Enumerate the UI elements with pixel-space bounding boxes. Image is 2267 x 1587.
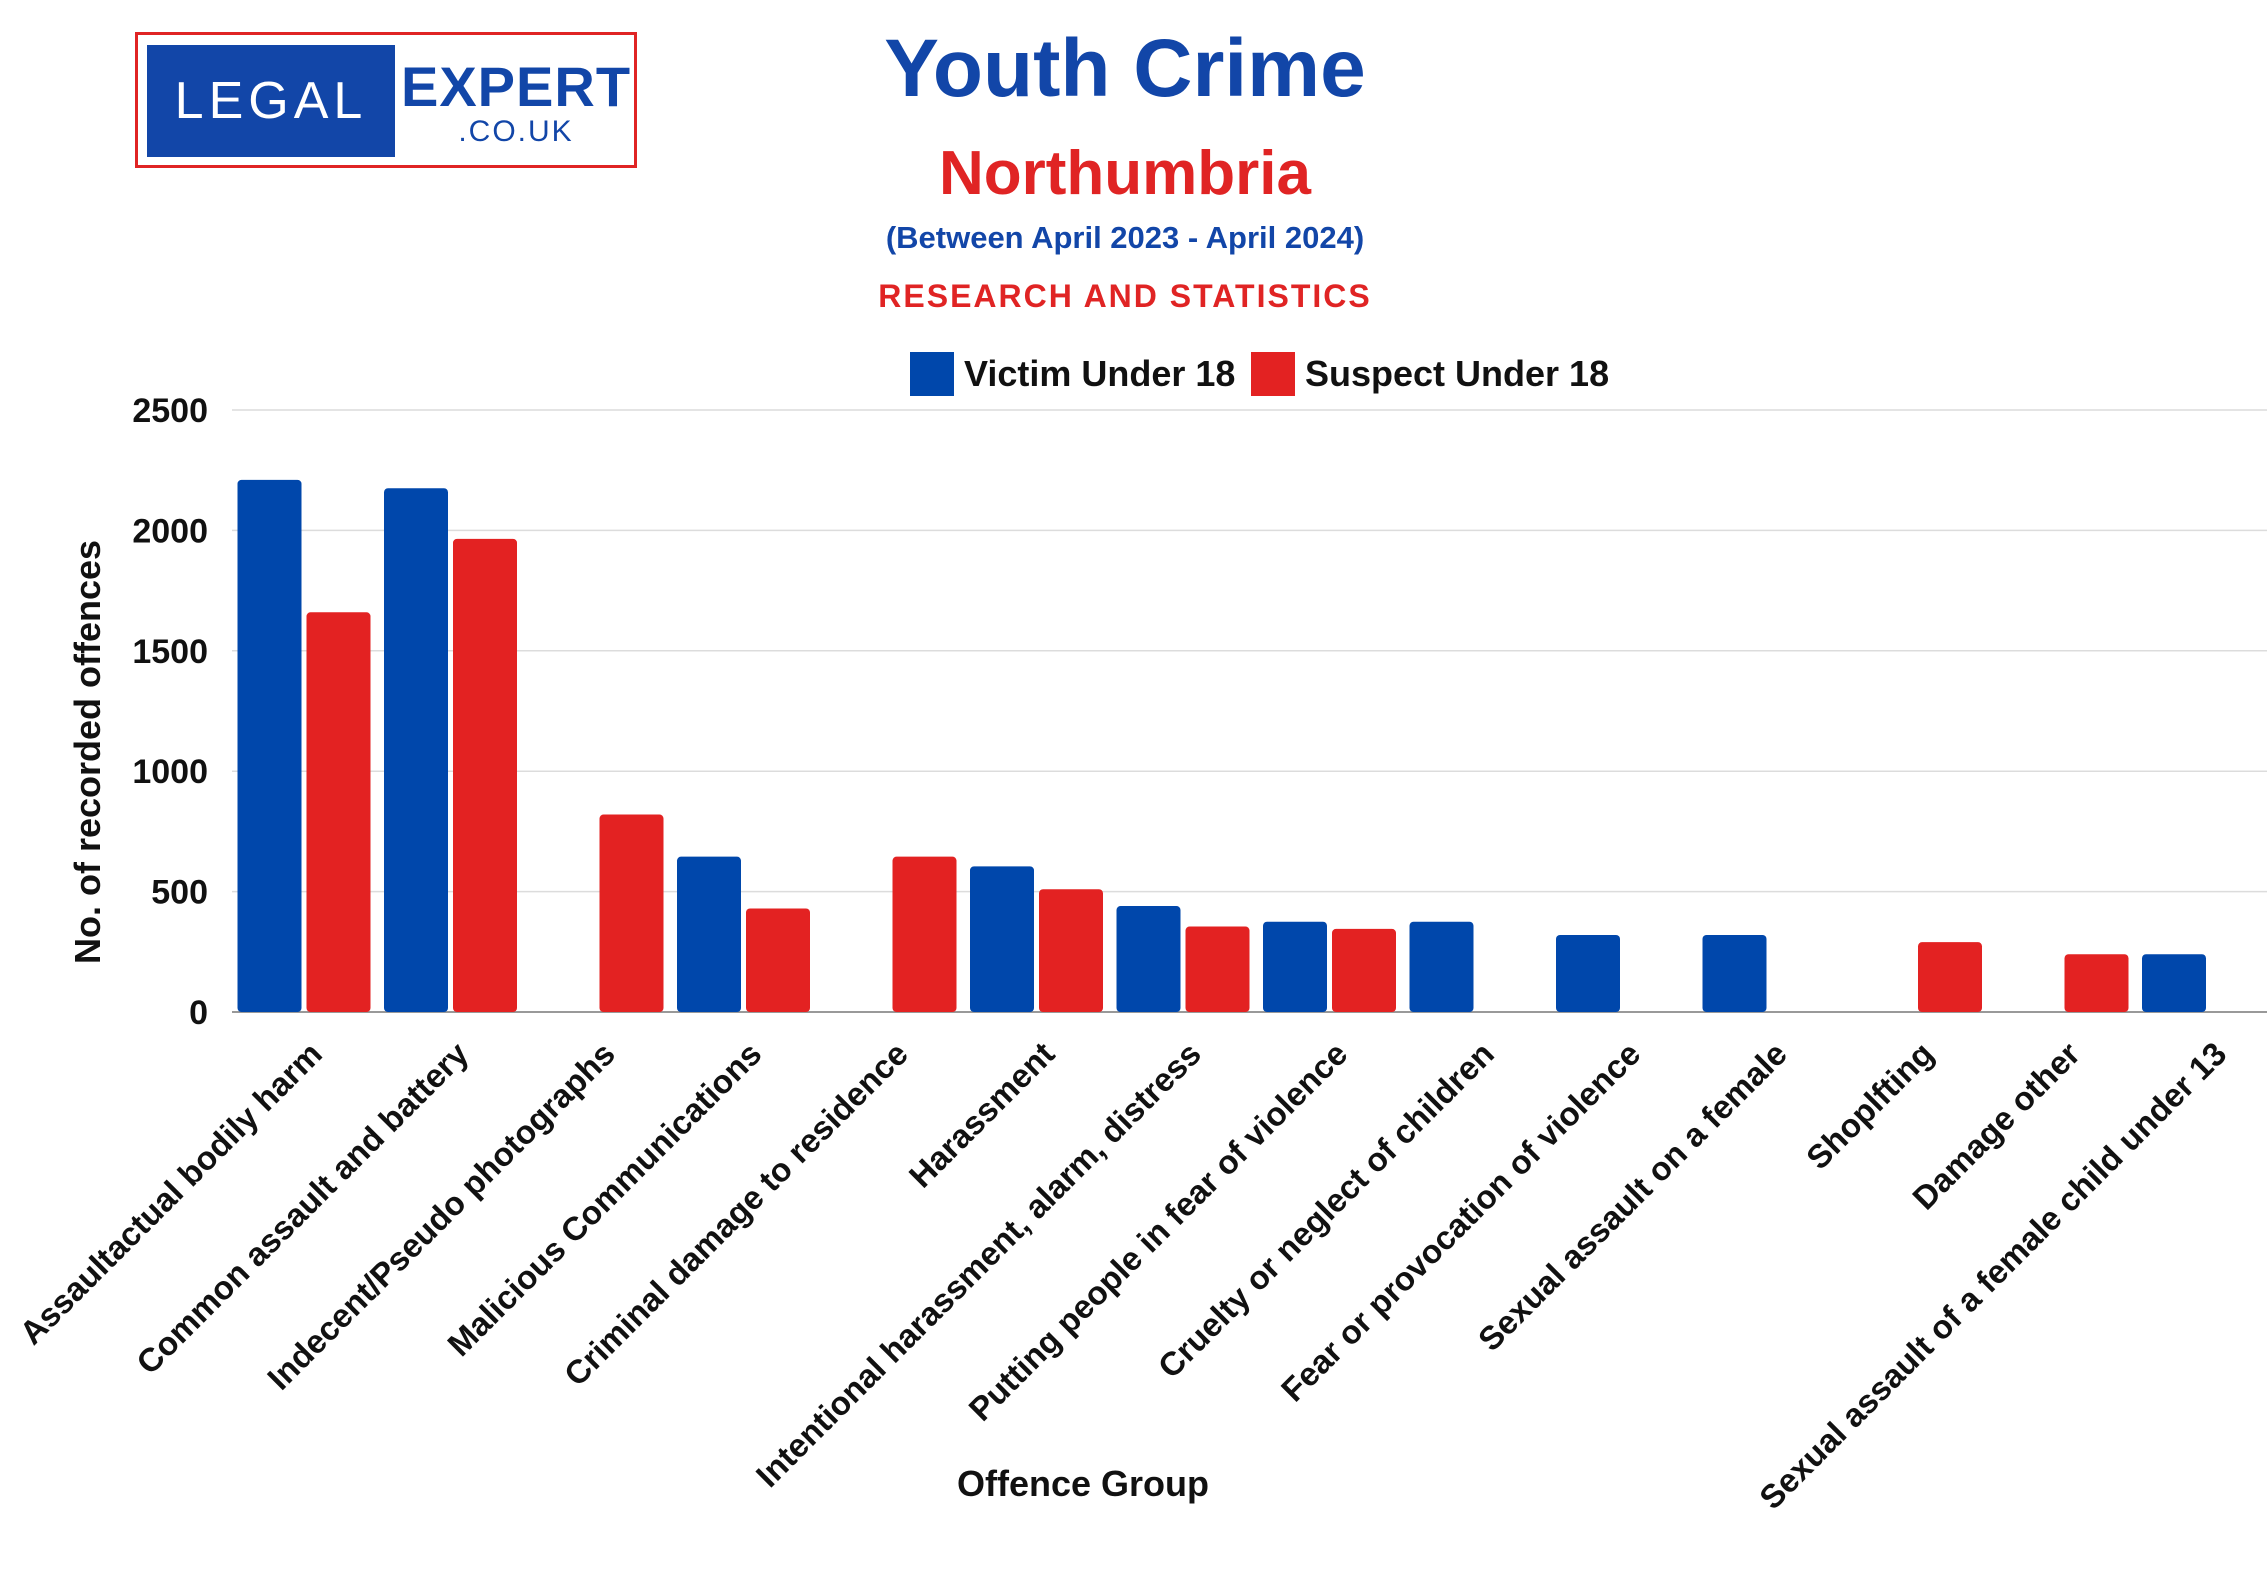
legend-label: Suspect Under 18 [1305, 353, 1609, 394]
bar-suspect [306, 612, 371, 1012]
bar-victim [970, 866, 1034, 1012]
y-axis-ticks: 0 500 1000 1500 2000 2500 [132, 392, 208, 1032]
legend-label: Victim Under 18 [964, 353, 1235, 394]
bar-victim [2142, 954, 2206, 1012]
x-tick-label: Harassment [902, 1035, 1062, 1195]
bar-suspect [1918, 942, 1982, 1012]
logo: LEGAL EXPERT .CO.UK [135, 32, 637, 168]
y-tick-label: 500 [151, 874, 208, 912]
chart-region: Northumbria [939, 139, 1311, 208]
legend-swatch [1251, 352, 1295, 396]
bar-victim [237, 479, 302, 1012]
bar-suspect [453, 538, 517, 1012]
x-tick-label: Shoplfting [1799, 1035, 1941, 1177]
bar-suspect [1039, 889, 1103, 1012]
gridlines [232, 409, 2267, 1013]
y-tick-label: 2000 [132, 512, 208, 550]
bar-victim [1263, 921, 1327, 1012]
bar-suspect [1332, 928, 1396, 1012]
logo-domain: .CO.UK [458, 115, 574, 148]
y-axis-title: No. of recorded offences [67, 540, 108, 964]
bar-victim [1116, 906, 1181, 1012]
chart-period: (Between April 2023 - April 2024) [885, 220, 1365, 255]
x-axis-title: Offence Group [957, 1463, 1209, 1504]
x-tick-label: Sexual assault on a female [1471, 1035, 1794, 1358]
bar-suspect [892, 856, 957, 1012]
x-tick-label: Malicious Communications [440, 1035, 768, 1363]
x-tick-label: Assaultactual bodily harm [12, 1035, 329, 1352]
bar-victim [1556, 934, 1620, 1012]
y-tick-label: 0 [189, 994, 208, 1032]
logo-legal: LEGAL [147, 45, 395, 157]
legend-swatch [910, 352, 954, 396]
bars [237, 479, 2206, 1012]
chart-title: Youth Crime [884, 23, 1366, 114]
bar-suspect [1185, 926, 1250, 1012]
y-tick-label: 1500 [132, 633, 208, 671]
bar-suspect [746, 908, 810, 1012]
bar-victim [1702, 934, 1767, 1012]
y-tick-label: 2500 [132, 392, 208, 430]
bar-suspect [2064, 954, 2129, 1012]
legend: Victim Under 18 Suspect Under 18 [910, 352, 1609, 396]
bar-victim [677, 856, 741, 1012]
y-tick-label: 1000 [132, 753, 208, 791]
logo-expert: EXPERT [400, 55, 632, 118]
bar-victim [1409, 921, 1474, 1012]
bar-suspect [599, 814, 664, 1012]
logo-expert-block: EXPERT .CO.UK [400, 45, 632, 157]
bar-victim [384, 488, 448, 1012]
chart-tag: RESEARCH AND STATISTICS [878, 278, 1372, 314]
